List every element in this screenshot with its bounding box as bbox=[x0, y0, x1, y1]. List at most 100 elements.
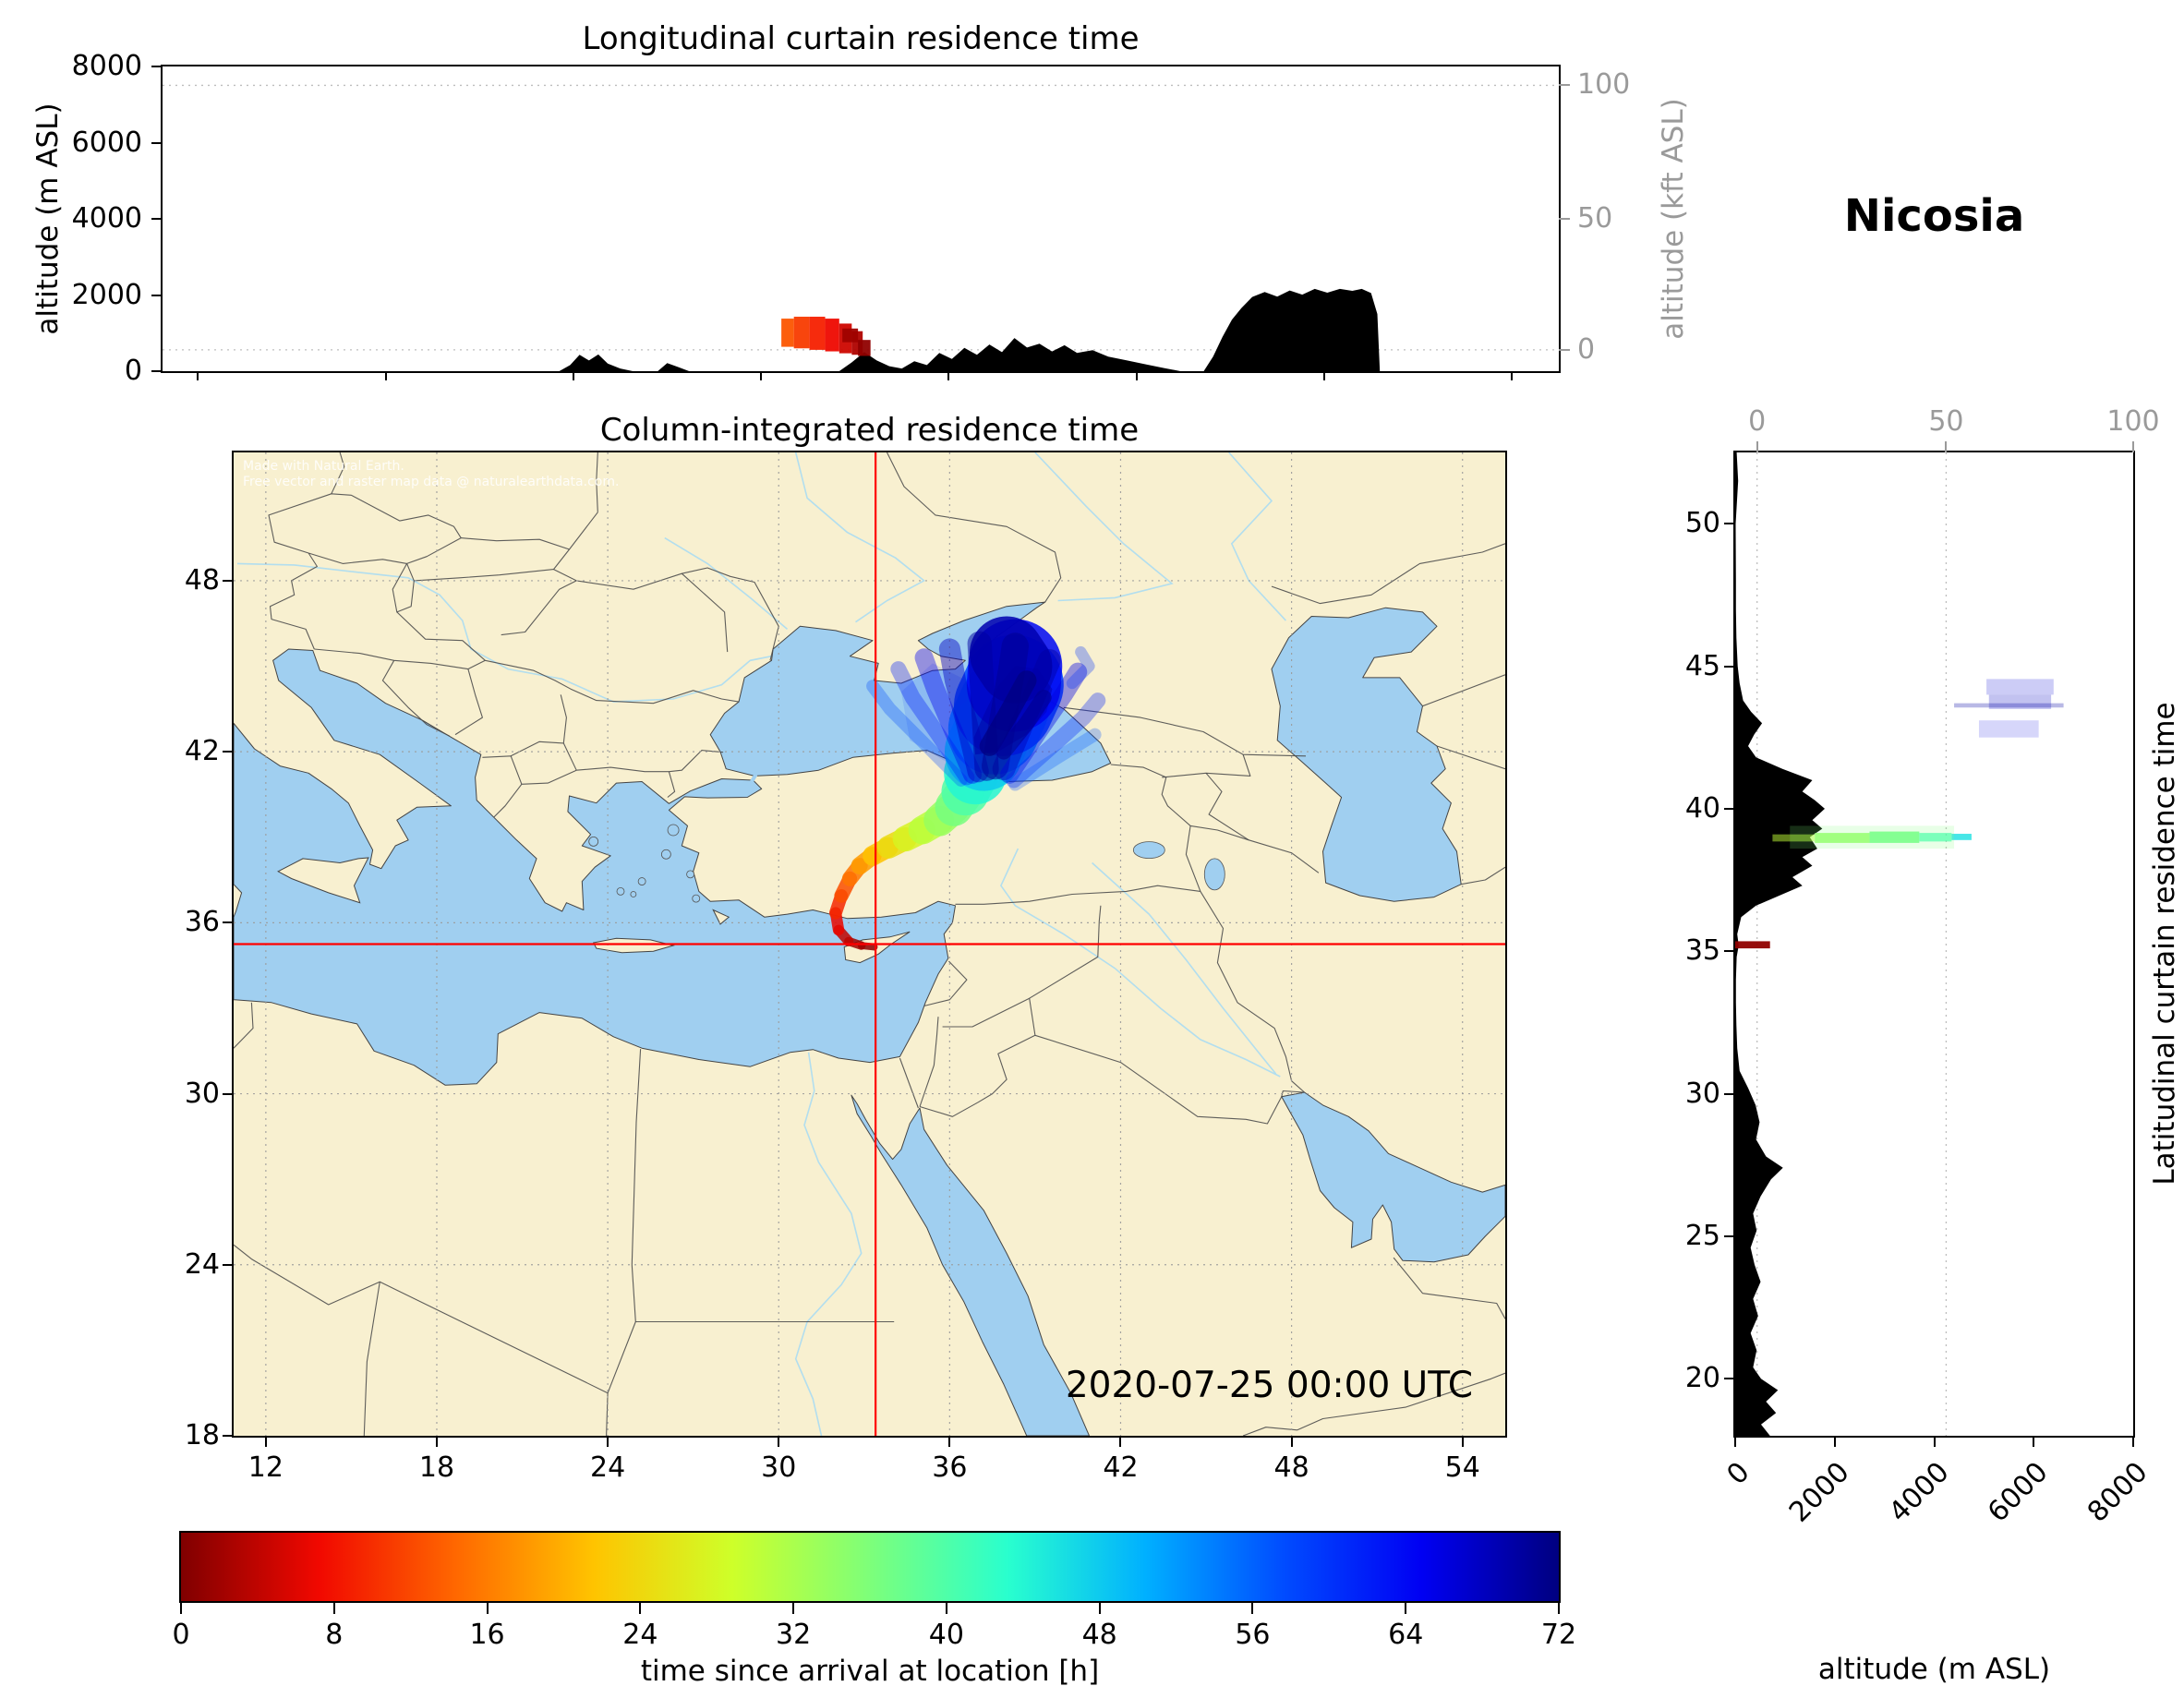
map-xtick-label: 42 bbox=[1103, 1451, 1139, 1484]
top-ytick-right-label: 0 bbox=[1577, 332, 1596, 366]
tick-mark bbox=[792, 1603, 795, 1614]
right-xtick-top-label: 0 bbox=[1748, 405, 1767, 438]
tick-mark bbox=[572, 371, 574, 380]
map-ytick-label: 24 bbox=[184, 1247, 220, 1281]
map-xtick-label: 24 bbox=[590, 1451, 626, 1484]
top-ytick-right-label: 100 bbox=[1577, 68, 1631, 102]
tick-mark bbox=[1756, 441, 1758, 452]
tick-mark bbox=[607, 1436, 609, 1447]
map-attribution: Made with Natural Earth. Free vector and… bbox=[243, 459, 619, 490]
tick-mark bbox=[778, 1436, 780, 1447]
tick-mark bbox=[332, 1603, 335, 1614]
tick-mark bbox=[1559, 218, 1570, 220]
map-ytick-label: 36 bbox=[184, 906, 220, 939]
tick-mark bbox=[223, 1435, 234, 1437]
tick-mark bbox=[1322, 371, 1325, 380]
tick-mark bbox=[223, 751, 234, 753]
tick-mark bbox=[1734, 1436, 1736, 1447]
colorbar-tick-label: 24 bbox=[622, 1619, 658, 1651]
tick-mark bbox=[1724, 1234, 1735, 1237]
tick-mark bbox=[264, 1436, 267, 1447]
tick-mark bbox=[151, 294, 163, 296]
right-xtick-label: 8000 bbox=[2081, 1455, 2154, 1529]
station-name: Nicosia bbox=[1843, 190, 2025, 242]
top-panel-ylabel-right: altitude (kft ASL) bbox=[1657, 98, 1690, 340]
map-ytick-label: 48 bbox=[184, 563, 220, 596]
tick-mark bbox=[197, 371, 199, 380]
right-ytick-label: 50 bbox=[1684, 507, 1720, 540]
map-datetime-label: 2020-07-25 00:00 UTC bbox=[1065, 1365, 1473, 1406]
tick-mark bbox=[2132, 1436, 2134, 1447]
tick-mark bbox=[384, 371, 387, 380]
map-xtick-label: 54 bbox=[1444, 1451, 1480, 1484]
map-title: Column-integrated residence time bbox=[599, 412, 1140, 449]
tick-mark bbox=[1724, 1092, 1735, 1095]
tick-mark bbox=[1724, 807, 1735, 810]
colorbar-tick-label: 48 bbox=[1081, 1619, 1117, 1651]
tick-mark bbox=[1724, 950, 1735, 953]
colorbar-tick-label: 72 bbox=[1540, 1619, 1577, 1651]
tick-mark bbox=[1119, 1436, 1122, 1447]
right-panel-xlabel: altitude (m ASL) bbox=[1817, 1653, 2051, 1686]
tick-mark bbox=[1559, 348, 1570, 351]
tick-mark bbox=[2033, 1436, 2035, 1447]
top-ytick-label: 0 bbox=[124, 355, 142, 387]
map-attribution-line2: Free vector and raster map data @ natura… bbox=[243, 475, 620, 489]
top-panel-title: Longitudinal curtain residence time bbox=[582, 20, 1140, 57]
tick-mark bbox=[1290, 1436, 1293, 1447]
right-xtick-label: 6000 bbox=[1982, 1455, 2055, 1529]
tick-mark bbox=[151, 141, 163, 144]
tick-mark bbox=[945, 1603, 947, 1614]
tick-mark bbox=[151, 66, 163, 67]
tick-mark bbox=[223, 1263, 234, 1266]
right-xtick-top-label: 100 bbox=[2106, 405, 2160, 438]
right-xtick-label: 4000 bbox=[1882, 1455, 1956, 1529]
tick-mark bbox=[760, 371, 763, 380]
tick-mark bbox=[1405, 1603, 1407, 1614]
right-ytick-label: 30 bbox=[1684, 1077, 1720, 1110]
tick-mark bbox=[151, 218, 163, 220]
latitudinal-curtain-plot bbox=[1735, 452, 2064, 1436]
tick-mark bbox=[1933, 1436, 1936, 1447]
colorbar bbox=[181, 1533, 1559, 1601]
colorbar-tick-label: 32 bbox=[776, 1619, 812, 1651]
right-ytick-label: 35 bbox=[1684, 934, 1720, 968]
tick-mark bbox=[435, 1436, 438, 1447]
tick-mark bbox=[1135, 371, 1138, 380]
right-ytick-label: 40 bbox=[1684, 791, 1720, 825]
map-xtick-label: 30 bbox=[761, 1451, 797, 1484]
top-ytick-label: 4000 bbox=[71, 202, 142, 235]
colorbar-tick-label: 0 bbox=[172, 1619, 190, 1651]
tick-mark bbox=[947, 371, 950, 380]
tick-mark bbox=[223, 579, 234, 582]
tick-mark bbox=[1724, 665, 1735, 668]
map-xtick-label: 18 bbox=[418, 1451, 455, 1484]
colorbar-tick-label: 8 bbox=[325, 1619, 344, 1651]
map-ytick-label: 30 bbox=[184, 1077, 220, 1110]
right-xtick-label: 0 bbox=[1720, 1455, 1756, 1492]
right-ytick-label: 20 bbox=[1684, 1362, 1720, 1395]
colorbar-tick-label: 40 bbox=[928, 1619, 964, 1651]
tick-mark bbox=[180, 1603, 182, 1614]
right-xtick-top-label: 50 bbox=[1928, 405, 1964, 438]
tick-mark bbox=[1724, 523, 1735, 525]
tick-mark bbox=[1251, 1603, 1254, 1614]
longitudinal-curtain-plot bbox=[163, 84, 1559, 371]
top-ytick-label: 6000 bbox=[71, 126, 142, 159]
tick-mark bbox=[151, 370, 163, 372]
right-ytick-label: 45 bbox=[1684, 649, 1720, 682]
map-xtick-label: 36 bbox=[932, 1451, 968, 1484]
top-ytick-label: 2000 bbox=[71, 278, 142, 311]
map-attribution-line1: Made with Natural Earth. bbox=[243, 459, 404, 474]
colorbar-tick-label: 56 bbox=[1235, 1619, 1271, 1651]
tick-mark bbox=[1511, 371, 1514, 380]
map-canvas bbox=[234, 452, 1505, 1436]
colorbar-tick-label: 16 bbox=[469, 1619, 505, 1651]
tick-mark bbox=[1559, 84, 1570, 87]
map-xtick-label: 12 bbox=[247, 1451, 284, 1484]
tick-mark bbox=[1461, 1436, 1464, 1447]
tick-mark bbox=[486, 1603, 489, 1614]
map-ytick-label: 18 bbox=[184, 1419, 220, 1451]
right-xtick-label: 2000 bbox=[1782, 1455, 1856, 1529]
